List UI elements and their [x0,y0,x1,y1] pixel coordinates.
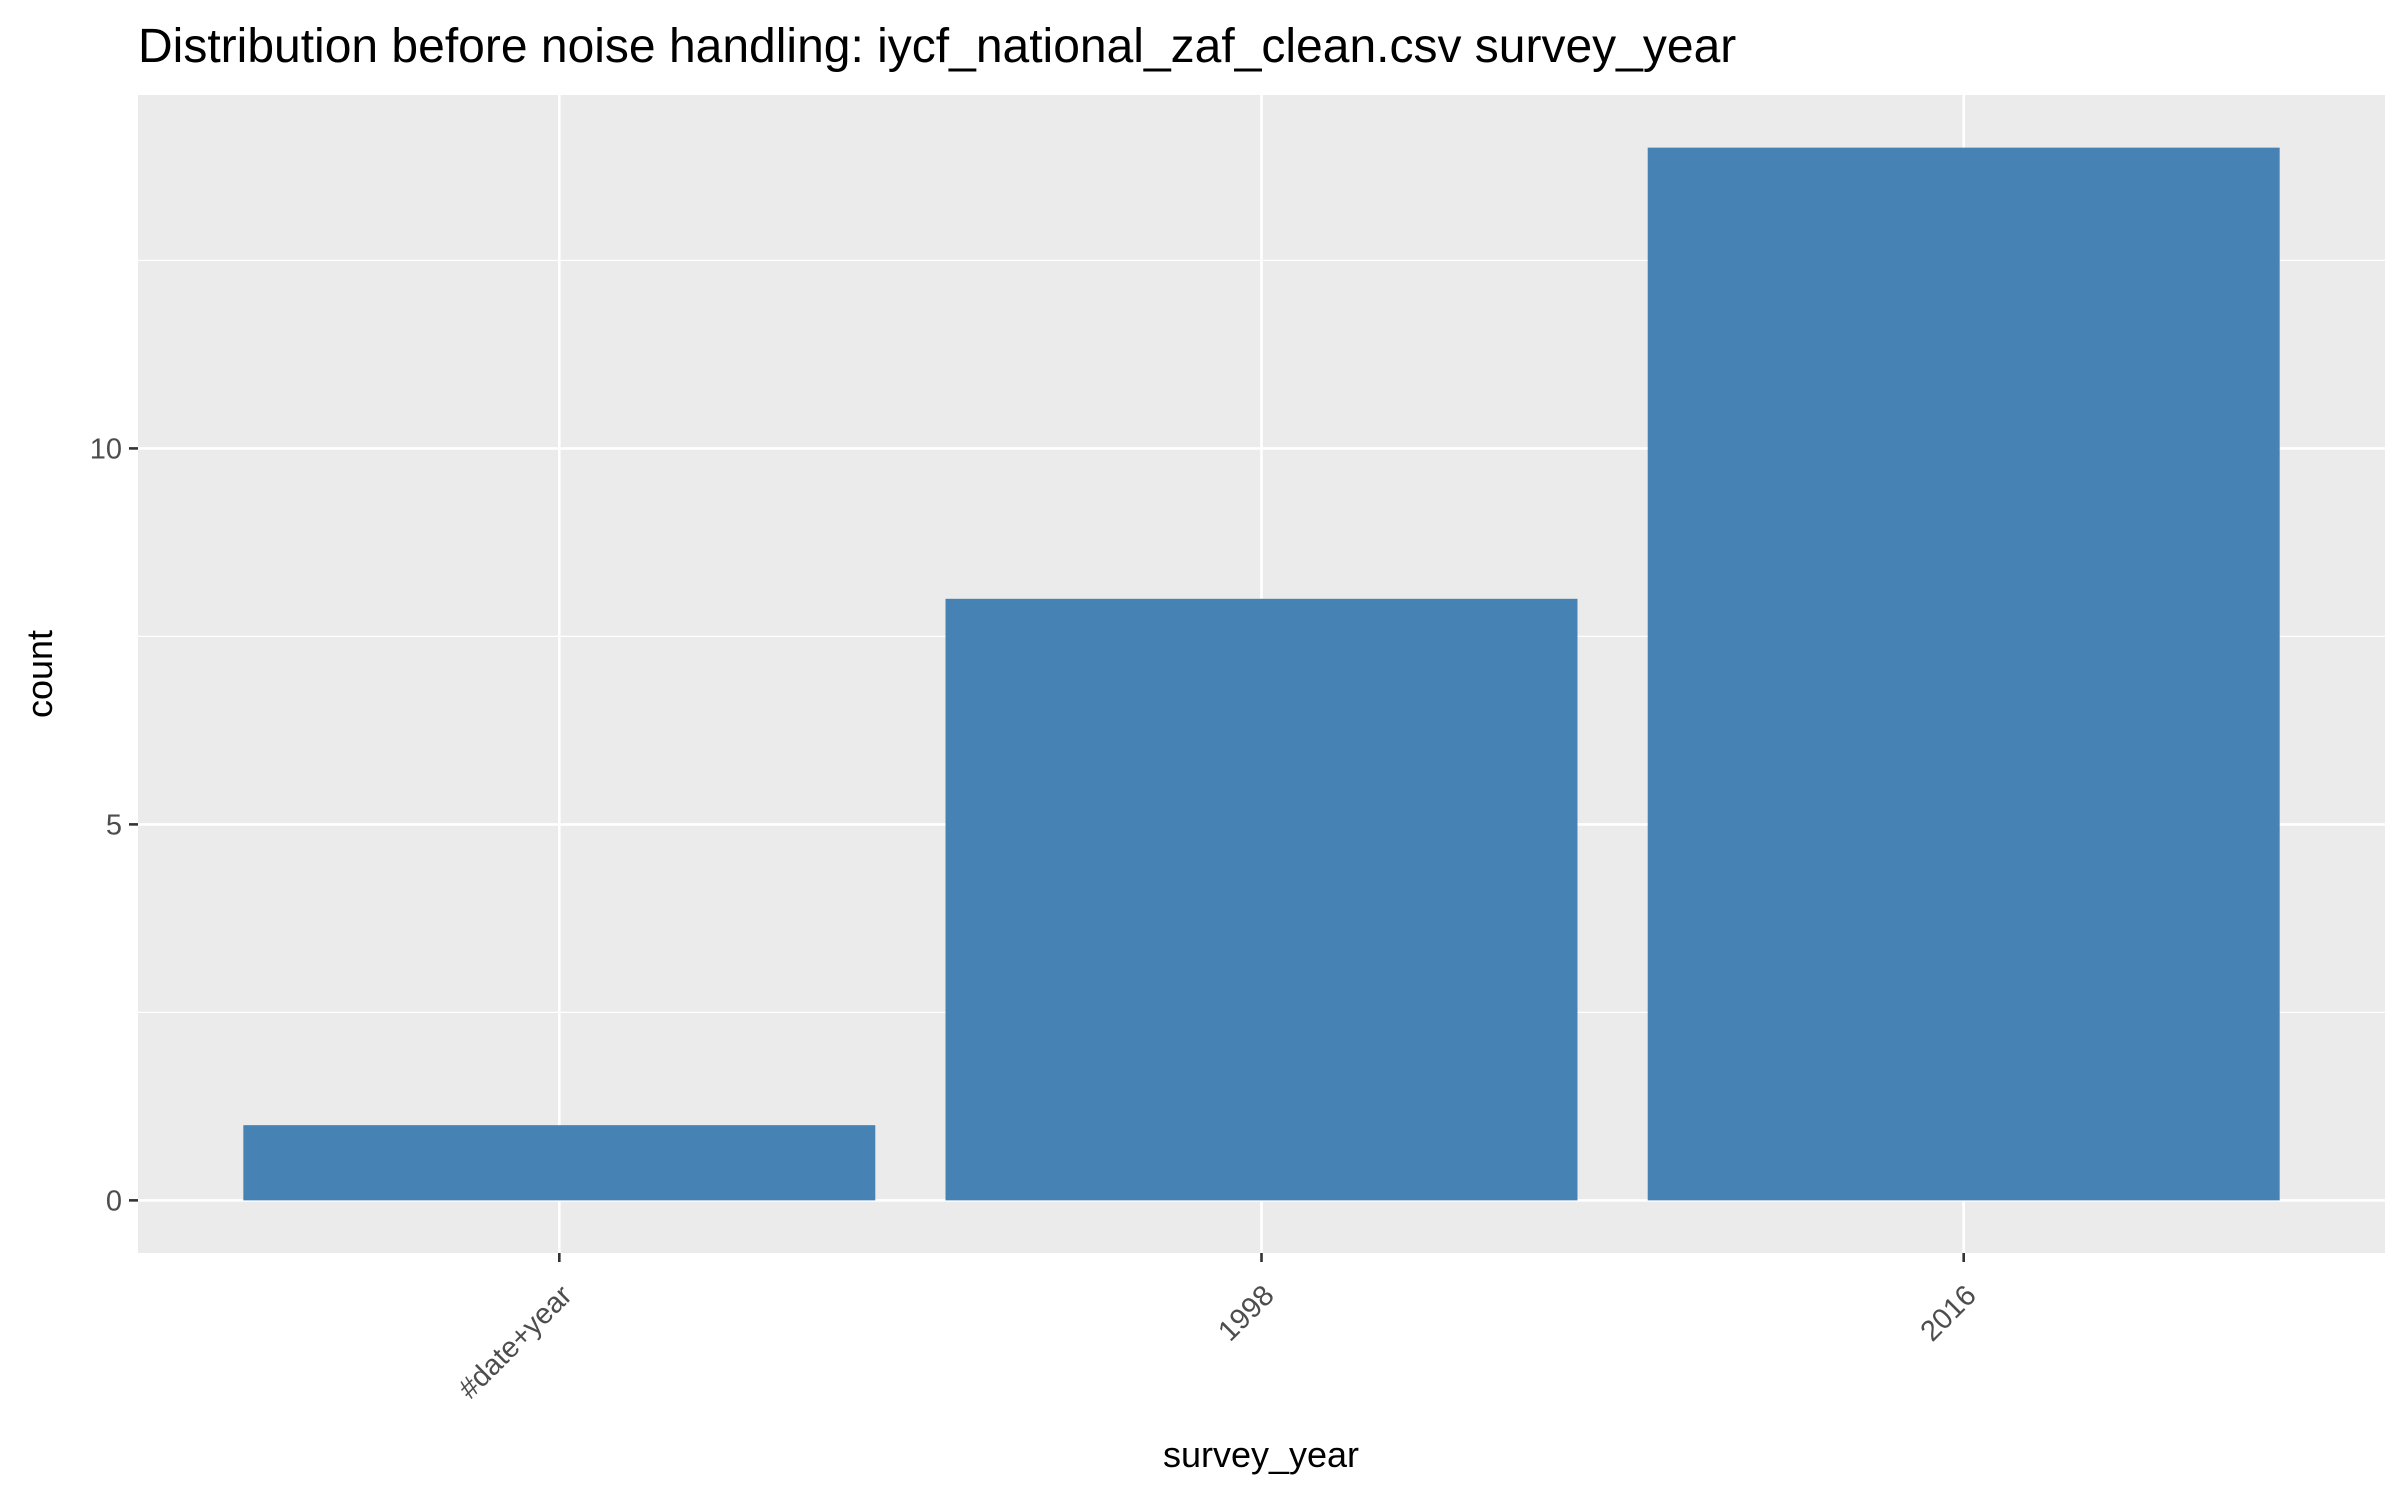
bar-#date+year [243,1125,876,1201]
y-tick-label: 0 [106,1185,122,1217]
x-tick-label: #date+year [453,1279,579,1405]
bar-2016 [1647,147,2280,1201]
y-tick-label: 10 [90,433,122,465]
x-tick-label: 2016 [1915,1279,1983,1347]
bar-1998 [945,598,1578,1201]
bars [243,147,2280,1201]
x-axis: #date+year 1998 2016 [453,1253,1983,1405]
y-axis: 0 5 10 [90,433,138,1217]
y-axis-title: count [19,630,60,718]
chart-title: Distribution before noise handling: iycf… [138,20,1736,73]
y-tick-label: 5 [106,809,122,841]
x-axis-title: survey_year [1163,1434,1359,1475]
x-tick-label: 1998 [1212,1279,1280,1347]
